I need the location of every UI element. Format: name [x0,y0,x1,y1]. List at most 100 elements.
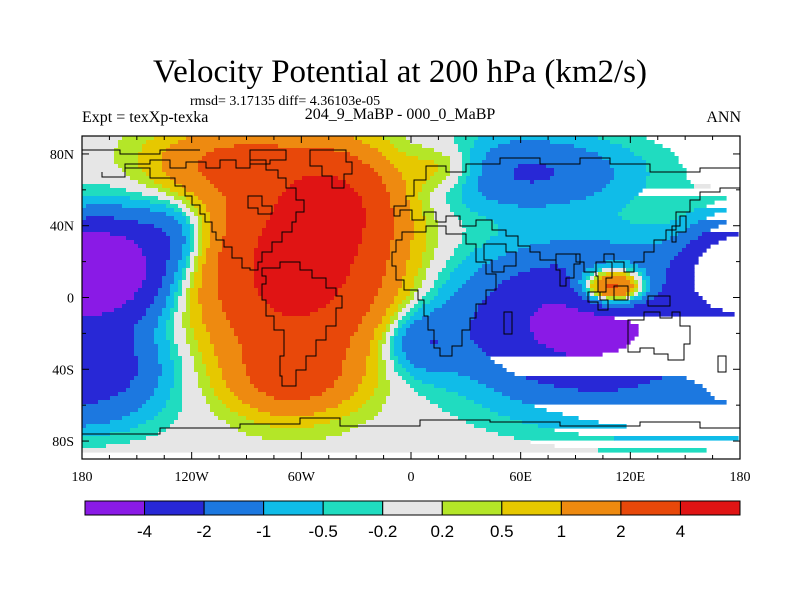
field-cell [226,312,283,317]
field-cell [258,288,339,293]
field-cell [254,272,351,277]
field-cell [406,136,455,141]
field-cell [610,140,655,145]
field-cell [426,232,439,237]
field-cell [610,160,647,165]
chart-title: Velocity Potential at 200 hPa (km2/s) [152,54,648,90]
field-cell [154,300,167,305]
field-cell [482,168,515,173]
field-cell [358,388,375,393]
field-cell [190,200,203,205]
field-cell [82,404,143,409]
field-cell [366,356,379,361]
field-cell [194,240,199,245]
field-cell [338,376,363,381]
field-cell [370,348,379,353]
field-cell [590,284,599,289]
field-cell [450,164,463,169]
field-cell [422,260,431,265]
field-cell [338,288,379,293]
field-cell [430,300,447,305]
field-cell [530,244,687,249]
field-cell [394,332,399,337]
field-cell [206,248,223,253]
field-cell [82,212,167,217]
field-cell [434,212,455,217]
field-cell [578,280,587,285]
field-cell [230,324,359,329]
field-cell [178,260,187,265]
field-cell [286,188,355,193]
field-cell [474,424,539,429]
field-cell [414,376,471,381]
field-cell [478,304,543,309]
field-cell [350,396,371,401]
field-cell [422,316,475,321]
field-cell [174,376,183,381]
field-cell [398,308,403,313]
field-cell [430,260,447,265]
field-cell [454,184,463,189]
field-cell [326,408,359,413]
field-cell [402,300,411,305]
field-cell [366,216,395,221]
field-cell [378,288,399,293]
field-cell [98,400,147,405]
field-cell [130,412,159,417]
field-cell [378,352,383,357]
field-cell [170,344,179,349]
field-cell [170,144,235,149]
field-cell [378,324,387,329]
field-cell [398,356,407,361]
field-cell [198,164,371,169]
field-cell [662,284,695,289]
field-cell [190,308,203,313]
field-cell [446,200,463,205]
field-cell [198,376,211,381]
field-cell [686,228,711,233]
field-cell [82,392,119,397]
field-cell [162,284,171,289]
field-cell [170,188,187,193]
field-cell [382,152,407,157]
field-cell [390,328,395,333]
field-cell [190,224,195,229]
field-cell [438,168,451,173]
field-cell [426,248,435,253]
field-cell [254,252,359,257]
field-cell [498,284,571,289]
field-cell [414,280,423,285]
field-cell [182,392,203,397]
field-cell [598,276,603,281]
field-cell [214,412,239,417]
field-cell [550,176,615,181]
field-cell [682,248,707,253]
field-cell [218,272,255,277]
field-cell [82,280,143,285]
field-cell [190,312,203,317]
field-cell [142,144,171,149]
field-cell [454,292,491,297]
field-cell [222,248,255,253]
field-cell [446,192,463,197]
field-cell [186,308,191,313]
field-cell [646,160,679,165]
case-label: 204_9_MaBP - 000_0_MaBP [304,106,496,123]
field-cell [382,280,403,285]
field-cell [386,364,395,369]
field-cell [378,172,403,177]
field-cell [182,212,187,217]
field-cell [82,396,111,401]
field-cell [226,384,255,389]
field-cell [530,320,631,325]
field-cell [150,304,167,309]
field-cell [438,184,455,189]
field-cell [194,248,199,253]
field-cell [450,156,463,161]
field-cell [342,400,367,405]
field-cell [178,280,183,285]
field-cell [394,232,415,237]
field-cell [162,168,199,173]
field-cell [550,140,611,145]
field-cell [170,244,183,249]
